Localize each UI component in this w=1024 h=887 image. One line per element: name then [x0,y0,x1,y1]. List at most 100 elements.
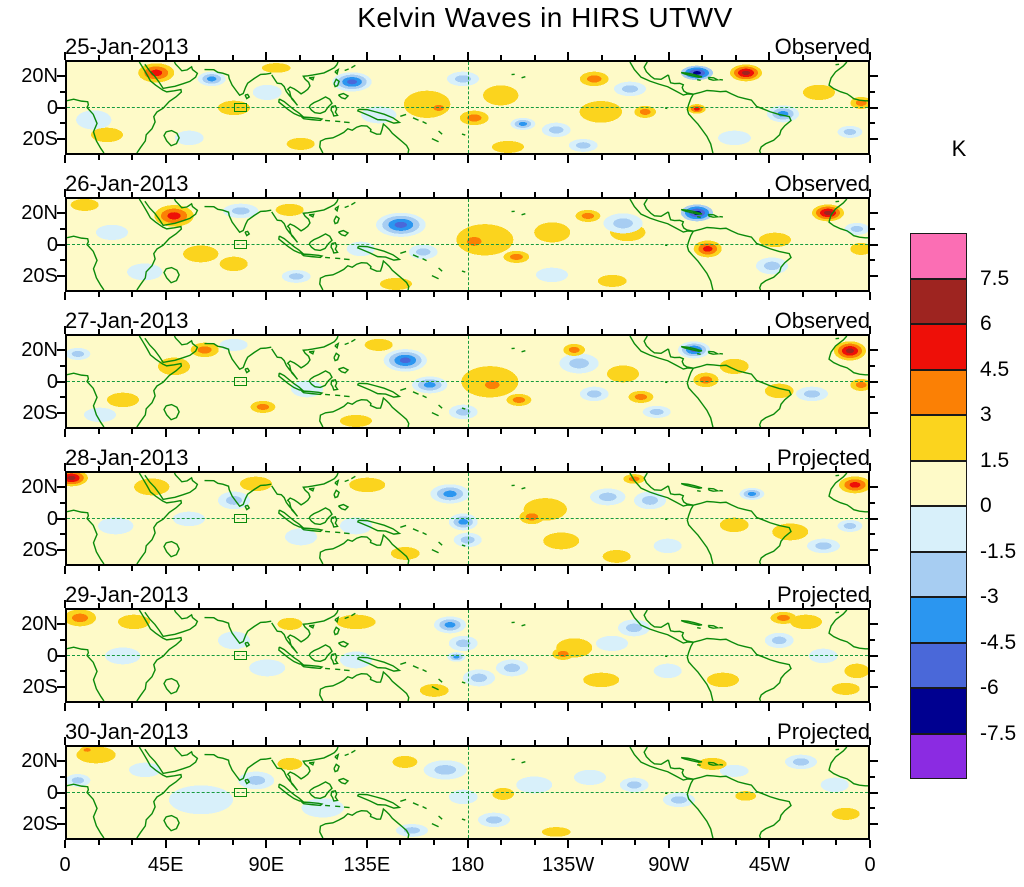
anomaly-blob [345,476,390,495]
anomaly-blob [598,548,635,564]
colorbar-cell [910,324,967,370]
x-axis-label: 90E [248,854,285,876]
axis-tick [365,566,368,574]
anomaly-blob [585,486,630,508]
anomaly-blob [816,775,853,794]
y-axis-label: 0 [46,644,58,667]
colorbar-tick-label: 7.5 [980,266,1010,290]
panel-map [65,334,870,429]
axis-tick [634,155,637,160]
axis-tick [64,600,66,608]
anomaly-blob [572,208,604,224]
axis-tick [734,566,737,571]
axis-tick [835,429,838,434]
axis-tick [466,737,469,745]
axis-tick [500,566,503,571]
anomaly-blob [445,510,481,533]
axis-tick [466,326,469,334]
axis-tick [131,429,134,434]
colorbar-unit-label: K [951,136,967,161]
axis-tick [701,192,704,197]
panel-date-label: 29-Jan-2013 [65,582,189,607]
y-axis-label: 20S [22,128,58,151]
axis-tick [667,703,670,711]
target-region-box [233,102,248,113]
axis-tick [870,243,878,246]
anomaly-blob [258,62,294,75]
axis-tick [131,840,134,845]
y-axis-label: 0 [46,370,58,393]
anomaly-blob [336,413,377,427]
axis-tick [533,329,536,334]
axis-tick [567,566,570,574]
axis-tick [869,326,871,334]
anomaly-blob [418,757,472,782]
axis-tick [869,52,871,60]
panel-date-label: 30-Jan-2013 [65,719,189,744]
axis-tick [97,840,100,845]
axis-tick [97,429,100,434]
dateline-dashline [467,473,469,564]
axis-tick [365,463,368,471]
colorbar-tick-label: 6 [980,312,992,335]
axis-tick [399,840,402,845]
axis-tick [60,122,65,125]
anomaly-blob [516,507,548,527]
axis-tick [231,566,234,571]
axis-tick [131,566,134,571]
axis-tick [231,155,234,160]
anomaly-blob [576,384,613,403]
axis-tick [835,55,838,60]
axis-tick [57,74,65,77]
axis-tick [131,192,134,197]
axis-tick [198,155,201,160]
colorbar-tick-label: -6 [980,676,999,699]
axis-tick [231,603,234,608]
anomaly-blob [578,670,624,689]
axis-tick [97,192,100,197]
axis-tick [97,703,100,708]
axis-tick [634,703,637,708]
colorbar-cell [910,688,967,734]
axis-tick [298,329,301,334]
axis-tick [500,840,503,845]
panel-map [65,471,870,566]
axis-tick [600,292,603,297]
anomaly-blob [736,486,768,502]
axis-tick [869,155,871,163]
axis-tick [600,466,603,471]
axis-tick [466,840,469,848]
axis-tick [768,703,771,711]
x-axis-label: 45W [748,854,790,876]
dateline-dashline [467,747,469,838]
axis-tick [801,703,804,708]
axis-tick [870,259,875,262]
axis-tick [768,189,771,197]
axis-tick [131,292,134,297]
axis-tick [332,703,335,708]
anomaly-blob [478,83,524,108]
axis-tick [870,517,878,520]
axis-tick [265,189,268,197]
target-region-box [233,513,248,524]
axis-tick [734,740,737,745]
axis-tick [667,292,670,300]
anomaly-blob [445,650,468,664]
axis-tick [332,603,335,608]
axis-tick [870,348,878,351]
axis-tick [231,292,234,297]
anomaly-blob [560,342,588,358]
anomaly-blob [538,530,584,552]
y-axis-label: 20S [22,539,58,562]
axis-tick [835,466,838,471]
anomaly-blob [565,137,601,153]
anomaly-blob [331,613,381,632]
axis-tick [870,412,878,415]
anomaly-blob [609,80,650,99]
anomaly-blob [763,102,804,125]
anomaly-blob [503,392,535,408]
axis-tick [97,155,100,160]
axis-tick [432,466,435,471]
axis-tick [634,292,637,297]
anomaly-blob [529,220,575,245]
